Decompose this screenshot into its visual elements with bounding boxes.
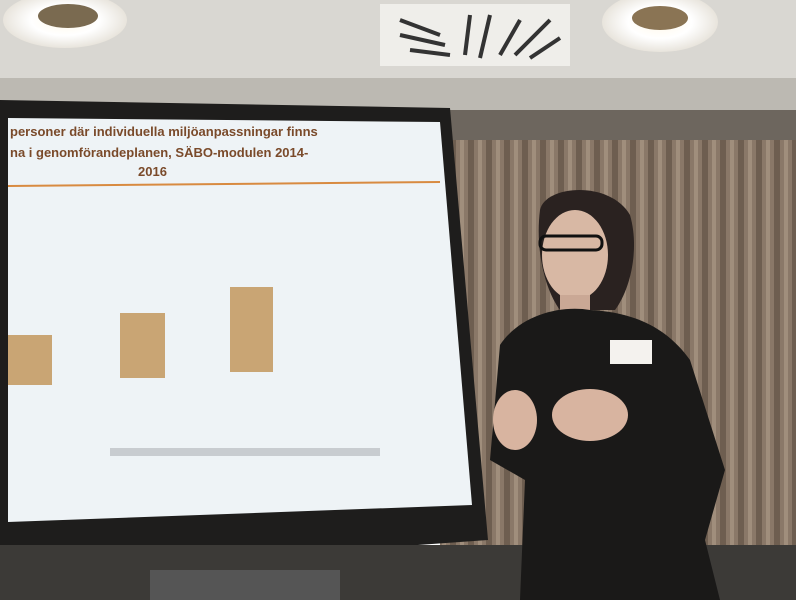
air-vent [380,4,570,66]
slide-bar [230,287,273,372]
slide-title: personer där individuella miljöanpassnin… [10,124,318,139]
slide-bar [8,335,52,385]
slide-title: na i genomförandeplanen, SÄBO-modulen 20… [10,145,308,160]
curtain-top [440,110,796,140]
chair [150,570,340,600]
slide-source-blur [110,448,380,456]
slide-title: 2016 [138,164,167,179]
lamp-center [38,4,98,28]
title-rule [7,181,441,187]
slide-bar [120,313,165,378]
lamp-center [632,6,688,30]
vent-slots [399,14,562,60]
presenter [490,190,725,600]
